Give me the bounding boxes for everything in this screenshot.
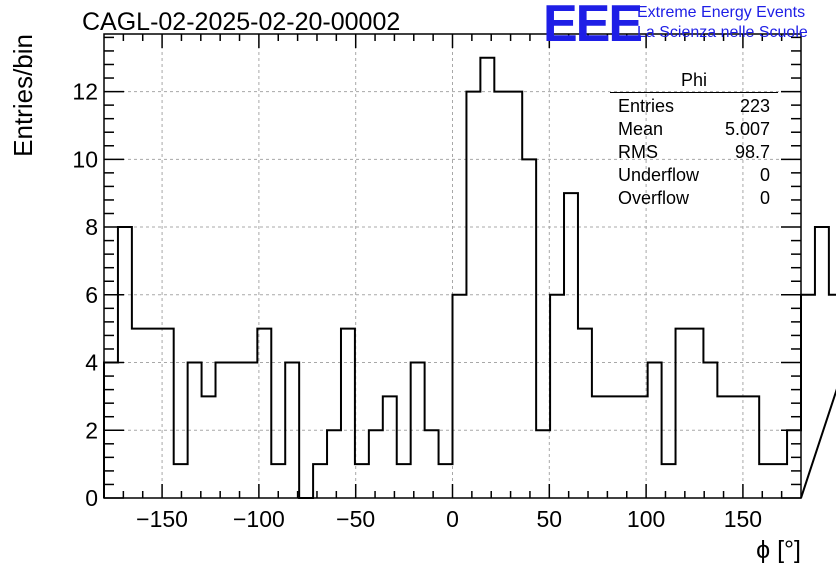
stats-title: Phi xyxy=(610,70,778,93)
stats-row-entries: Entries 223 xyxy=(610,95,778,118)
stats-label: Mean xyxy=(618,119,664,139)
histogram-line xyxy=(103,56,836,499)
stats-value: 0 xyxy=(759,188,770,208)
eee-logo: EEE xyxy=(543,0,643,53)
stats-row-mean: Mean 5.007 xyxy=(610,118,778,141)
stats-value: 223 xyxy=(739,96,770,116)
y-tick-label: 10 xyxy=(72,146,98,172)
y-tick-label: 2 xyxy=(85,417,98,443)
stats-row-rms: RMS 98.7 xyxy=(610,141,778,164)
stats-row-overflow: Overflow 0 xyxy=(610,187,778,210)
y-tick-label: 4 xyxy=(85,350,98,376)
y-axis-title: Entries/bin xyxy=(8,34,38,157)
x-tick-label: −100 xyxy=(233,506,285,532)
x-tick-label: 100 xyxy=(627,506,665,532)
stats-label: Entries xyxy=(618,96,675,116)
x-tick-label: 50 xyxy=(537,506,563,532)
x-tick-label: −150 xyxy=(136,506,188,532)
x-axis-title: ϕ [°] xyxy=(756,536,801,564)
x-tick-label: −50 xyxy=(336,506,375,532)
logo-line-1: Extreme Energy Events xyxy=(637,4,806,21)
y-tick-label: 8 xyxy=(85,214,98,240)
stats-value: 5.007 xyxy=(724,119,770,139)
stats-box: Phi Entries 223 Mean 5.007 RMS 98.7 Underfl… xyxy=(610,70,778,210)
stats-value: 98.7 xyxy=(734,142,770,162)
stats-row-underflow: Underflow 0 xyxy=(610,164,778,187)
logo-line-2: La Scienza nelle Scuole xyxy=(637,24,808,41)
stats-label: Overflow xyxy=(618,188,690,208)
y-tick-label: 0 xyxy=(85,485,98,511)
x-tick-label: 0 xyxy=(446,506,459,532)
stats-label: RMS xyxy=(618,142,658,162)
y-tick-label: 12 xyxy=(72,79,98,105)
stats-value: 0 xyxy=(759,165,770,185)
x-tick-label: 150 xyxy=(724,506,762,532)
stats-label: Underflow xyxy=(618,165,700,185)
chart-title: CAGL-02-2025-02-20-00002 xyxy=(82,8,401,36)
y-tick-label: 6 xyxy=(85,282,98,308)
